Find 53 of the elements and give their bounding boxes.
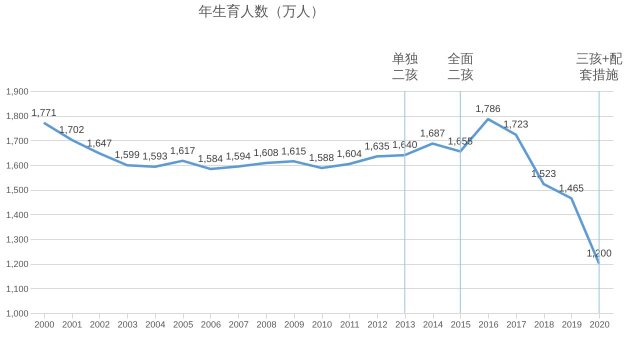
data-label: 1,635 [364,141,390,152]
ref-line-label: 全面二孩 [447,51,474,82]
ref-line-label: 三孩+配套措施 [576,51,622,82]
data-label: 1,615 [281,146,307,158]
x-tick-label: 2015 [450,320,471,330]
chart-title: 年生育人数（万人） [198,3,324,19]
data-label: 1,640 [392,140,418,152]
x-tick-label: 2005 [173,320,194,330]
data-label: 1,687 [420,128,446,140]
data-label: 1,588 [308,152,334,164]
x-tick-label: 2013 [395,320,416,330]
y-tick-label: 1,100 [6,284,28,294]
x-tick-label: 2004 [145,320,166,330]
data-label: 1,594 [226,151,252,162]
x-tick-label: 2010 [312,320,332,330]
data-label: 1,608 [253,148,279,160]
x-tick-label: 2006 [200,320,221,330]
data-label: 1,465 [558,183,584,194]
x-tick-label: 2003 [118,320,138,330]
x-tick-label: 2014 [423,320,444,330]
x-tick-label: 2020 [590,320,610,330]
x-tick-label: 2011 [340,320,360,330]
x-tick-label: 2002 [90,320,110,330]
data-label: 1,771 [31,108,57,119]
data-label: 1,723 [503,120,529,131]
data-label: 1,702 [59,124,85,136]
x-tick-label: 2008 [256,320,276,330]
data-label: 1,647 [86,138,112,150]
x-tick-label: 2018 [534,320,554,330]
data-label: 1,584 [198,154,224,165]
x-tick-label: 2016 [478,320,499,330]
y-tick-label: 1,500 [6,185,28,196]
data-label: 1,617 [170,146,196,157]
data-label: 1,786 [476,104,502,116]
y-tick-label: 1,600 [6,160,28,170]
data-label: 1,593 [142,152,168,163]
x-tick-label: 2012 [368,320,388,330]
x-tick-label: 2000 [34,320,54,330]
y-tick-label: 1,400 [6,210,28,220]
y-tick-label: 1,900 [6,86,28,96]
y-tick-label: 1,000 [6,308,28,318]
ref-line-label: 单独二孩 [392,51,418,82]
x-tick-label: 2009 [284,320,304,330]
y-tick-label: 1,200 [6,259,28,270]
data-label: 1,604 [336,149,362,160]
x-tick-label: 2007 [228,320,249,330]
y-tick-label: 1,300 [6,234,28,244]
data-label: 1,599 [114,150,140,162]
y-tick-label: 1,700 [6,136,28,146]
x-tick-label: 2019 [562,320,582,330]
x-tick-label: 2001 [62,320,82,330]
x-tick-label: 2017 [506,320,526,330]
y-tick-label: 1,800 [6,111,28,122]
